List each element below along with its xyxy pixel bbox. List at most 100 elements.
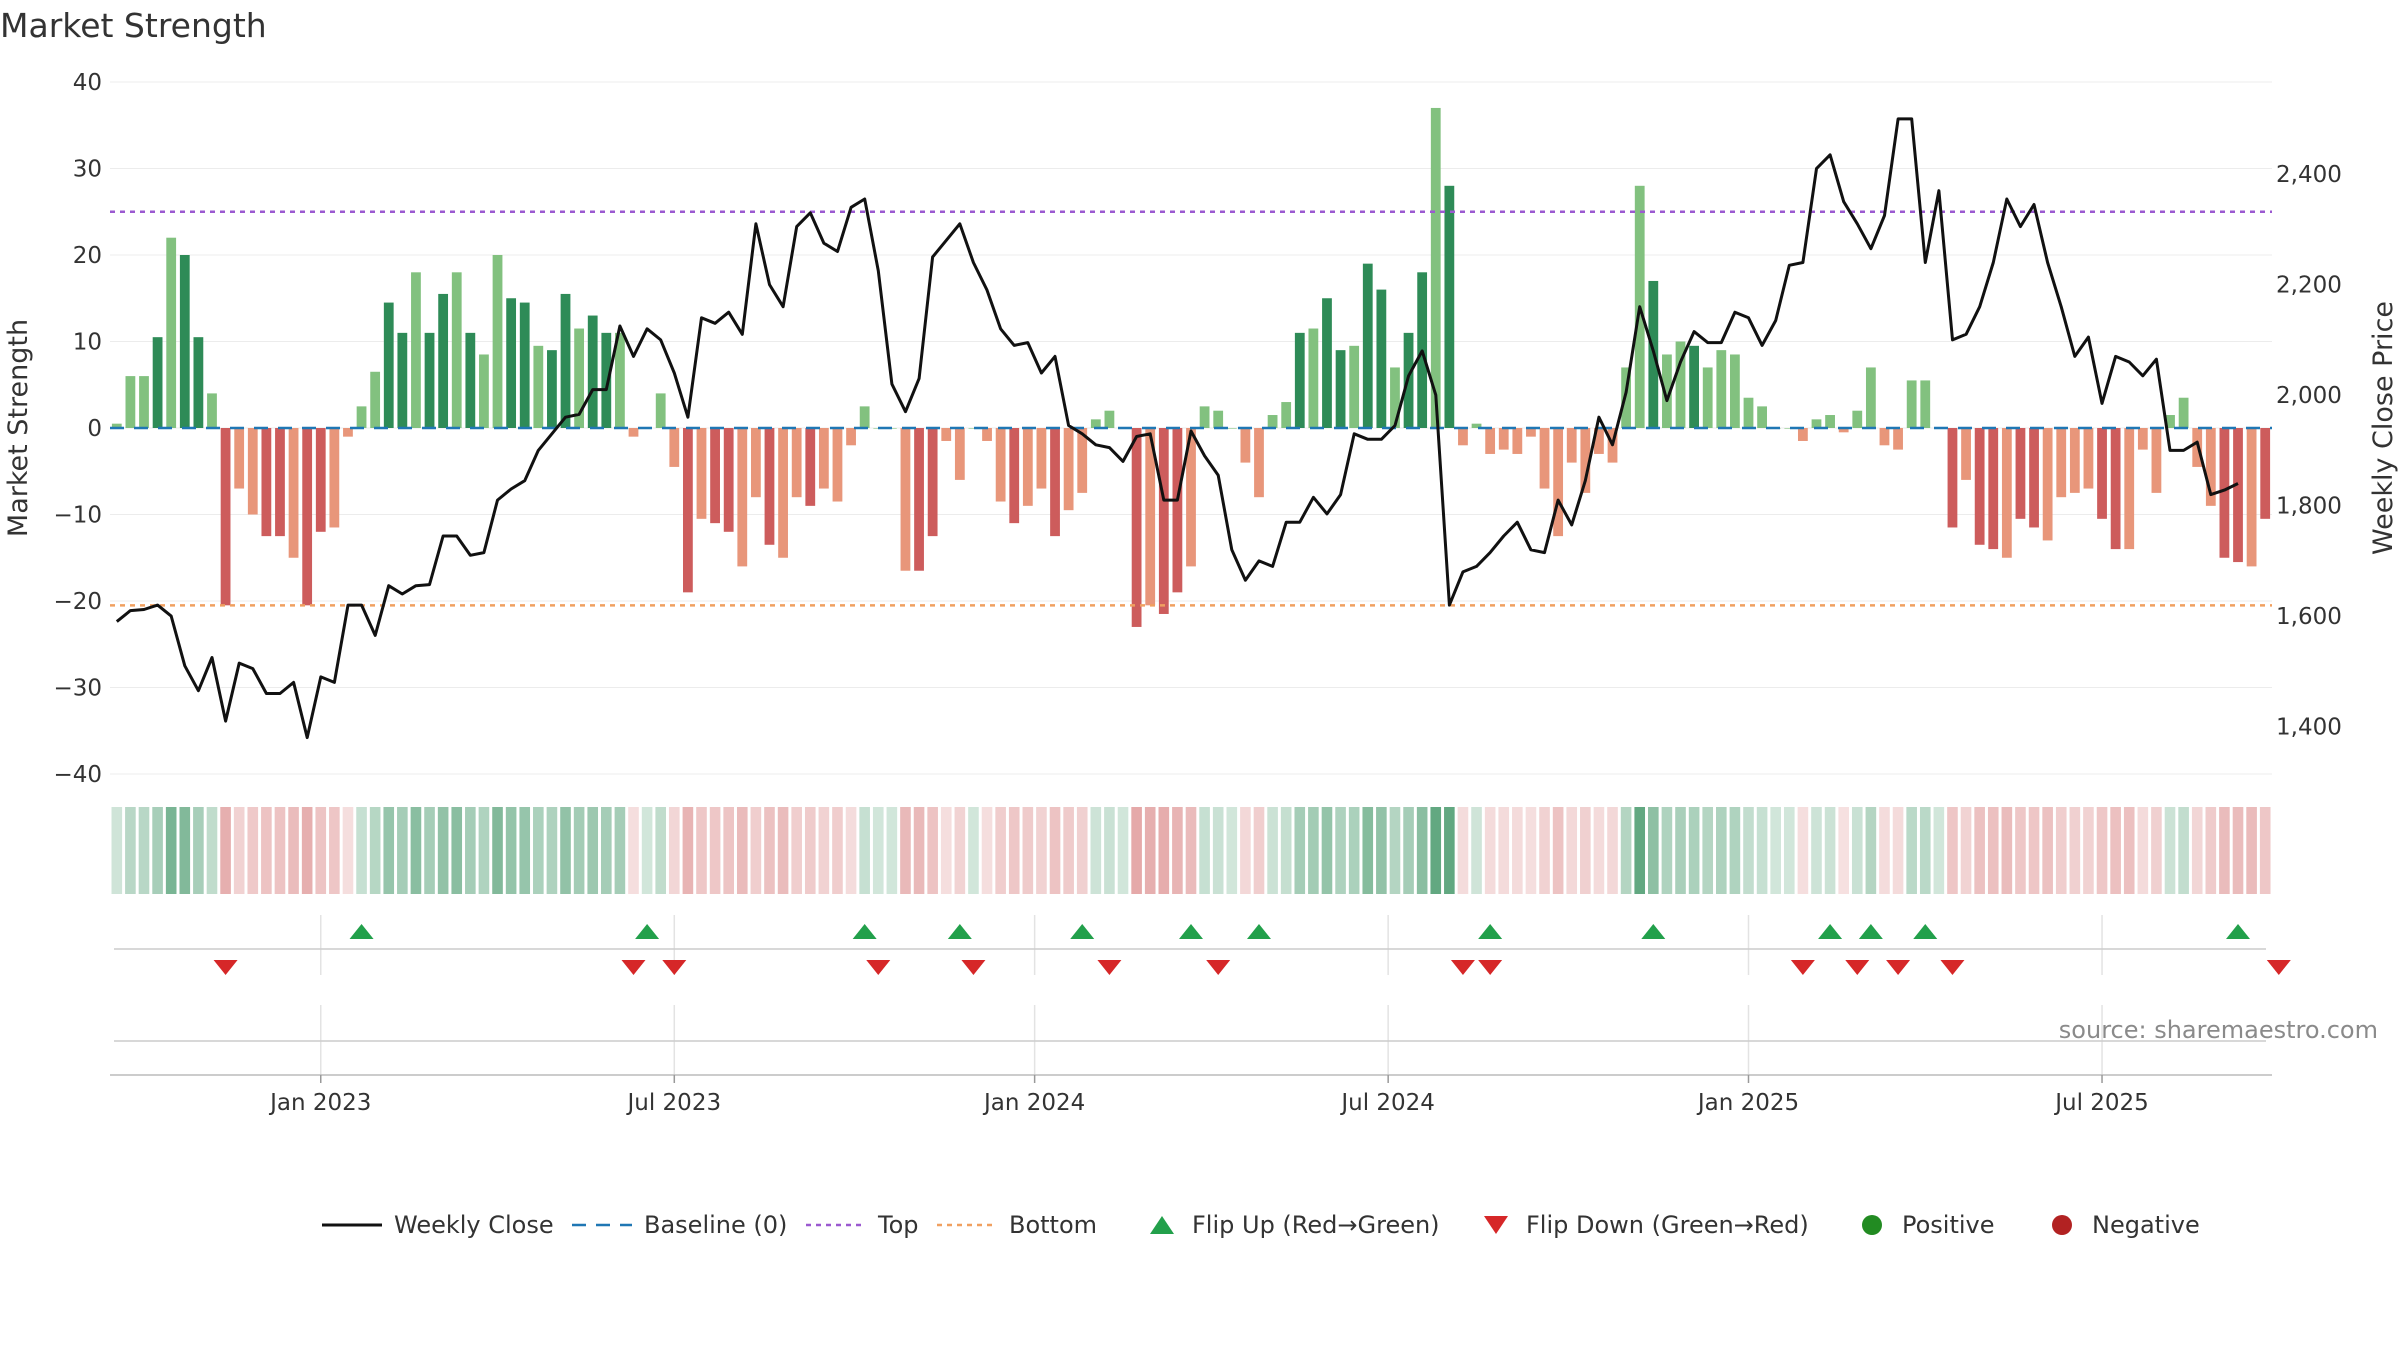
strength-bar xyxy=(1797,428,1808,441)
chart-legend: Weekly Close Baseline (0) Top Bottom Flip Up… xyxy=(322,1211,2200,1239)
heat-cell xyxy=(505,807,517,894)
strength-bar xyxy=(288,428,299,558)
heat-cell xyxy=(288,807,299,894)
heat-cell xyxy=(1743,807,1754,894)
strength-bar xyxy=(1594,428,1604,454)
heat-cell xyxy=(369,807,381,894)
heat-cell xyxy=(1525,807,1537,894)
strength-bar xyxy=(1158,428,1169,614)
strength-bar xyxy=(764,428,775,545)
heat-cell xyxy=(2164,807,2176,894)
heat-cell xyxy=(315,807,327,894)
heat-cell xyxy=(410,807,422,894)
right-tick-label: 2,000 xyxy=(2276,383,2342,409)
strength-bar xyxy=(451,272,462,428)
heat-cell xyxy=(2083,807,2094,894)
heat-cell xyxy=(437,807,449,894)
strength-bar xyxy=(275,428,285,537)
heat-cell xyxy=(1607,807,1618,894)
heat-cell xyxy=(1185,807,1197,894)
heat-cell xyxy=(206,807,218,894)
heat-cell xyxy=(872,807,884,894)
strength-heat-strip xyxy=(111,807,2271,894)
heat-cell xyxy=(723,807,734,894)
strength-bar xyxy=(261,428,272,537)
heat-cell xyxy=(696,807,707,894)
strength-bars xyxy=(111,107,2271,627)
weekly-close-series xyxy=(115,117,2239,740)
weekly-close-line xyxy=(115,117,2239,740)
strength-bar xyxy=(1906,380,1917,428)
heat-cell xyxy=(641,807,653,894)
strength-bar xyxy=(1498,428,1509,450)
heat-cell xyxy=(1389,807,1401,894)
heat-cell xyxy=(682,807,694,894)
strength-bar xyxy=(492,255,503,428)
strength-bar xyxy=(2069,428,2080,493)
strength-bar xyxy=(1390,367,1400,428)
heat-cell xyxy=(1892,807,1904,894)
strength-bar xyxy=(1036,428,1047,489)
legend-item: Flip Down (Green→Red) xyxy=(1484,1211,1809,1239)
strength-bar xyxy=(519,302,530,428)
heat-cell xyxy=(1240,807,1251,894)
heat-cell xyxy=(111,807,123,894)
heat-cell xyxy=(220,807,231,894)
flip-down-marker xyxy=(1940,960,1965,975)
strength-bar xyxy=(1961,428,1971,480)
flip-markers-panel xyxy=(114,924,2291,975)
strength-bar xyxy=(1444,185,1455,428)
strength-bar xyxy=(2165,415,2175,428)
heat-cell xyxy=(2178,807,2189,894)
strength-bar xyxy=(1294,332,1305,428)
strength-bar xyxy=(1580,428,1591,493)
triangle-down-icon xyxy=(1484,1216,1508,1234)
strength-bar xyxy=(859,406,870,428)
heat-cell xyxy=(709,807,721,894)
strength-bar xyxy=(941,428,952,441)
flip-down-marker xyxy=(1845,960,1870,975)
heat-cell xyxy=(1321,807,1333,894)
heat-cell xyxy=(2123,807,2135,894)
strength-bar xyxy=(424,332,435,428)
strength-bar xyxy=(1281,402,1292,428)
strength-bar xyxy=(1226,428,1237,429)
left-tick-label: 30 xyxy=(73,157,102,183)
heat-cell xyxy=(995,807,1006,894)
strength-bar xyxy=(152,337,163,428)
heat-cell xyxy=(832,807,843,894)
heat-cell xyxy=(519,807,531,894)
legend-item: Top xyxy=(806,1211,919,1239)
legend-item: Flip Up (Red→Green) xyxy=(1150,1211,1440,1239)
strength-bar xyxy=(1131,428,1142,627)
flip-down-marker xyxy=(1206,960,1231,975)
heat-cell xyxy=(329,807,340,894)
heat-cell xyxy=(424,807,435,894)
strength-bar xyxy=(1362,263,1373,428)
strength-bar xyxy=(111,423,122,428)
heat-cell xyxy=(1117,807,1129,894)
heat-cell xyxy=(546,807,558,894)
heat-cell xyxy=(1566,807,1578,894)
strength-bar xyxy=(982,428,992,441)
strength-bar xyxy=(193,337,204,428)
flip-up-marker xyxy=(635,924,660,939)
heat-cell xyxy=(1729,807,1741,894)
strength-bar xyxy=(574,328,585,428)
strength-bar xyxy=(411,272,421,428)
heat-cell xyxy=(927,807,938,894)
heat-cell xyxy=(1199,807,1210,894)
triangle-up-icon xyxy=(1150,1216,1174,1234)
x-tick-label: Jan 2023 xyxy=(268,1090,371,1116)
strength-bar xyxy=(1009,428,1020,524)
flip-up-marker xyxy=(947,924,972,939)
flip-up-marker xyxy=(1858,924,1883,939)
strength-bar xyxy=(465,332,476,428)
left-tick-label: −30 xyxy=(53,676,102,702)
flip-up-marker xyxy=(1070,924,1095,939)
heat-cell xyxy=(1362,807,1374,894)
strength-bar xyxy=(628,428,639,437)
x-tick-label: Jul 2025 xyxy=(2053,1090,2149,1116)
strength-bar xyxy=(1322,298,1332,428)
